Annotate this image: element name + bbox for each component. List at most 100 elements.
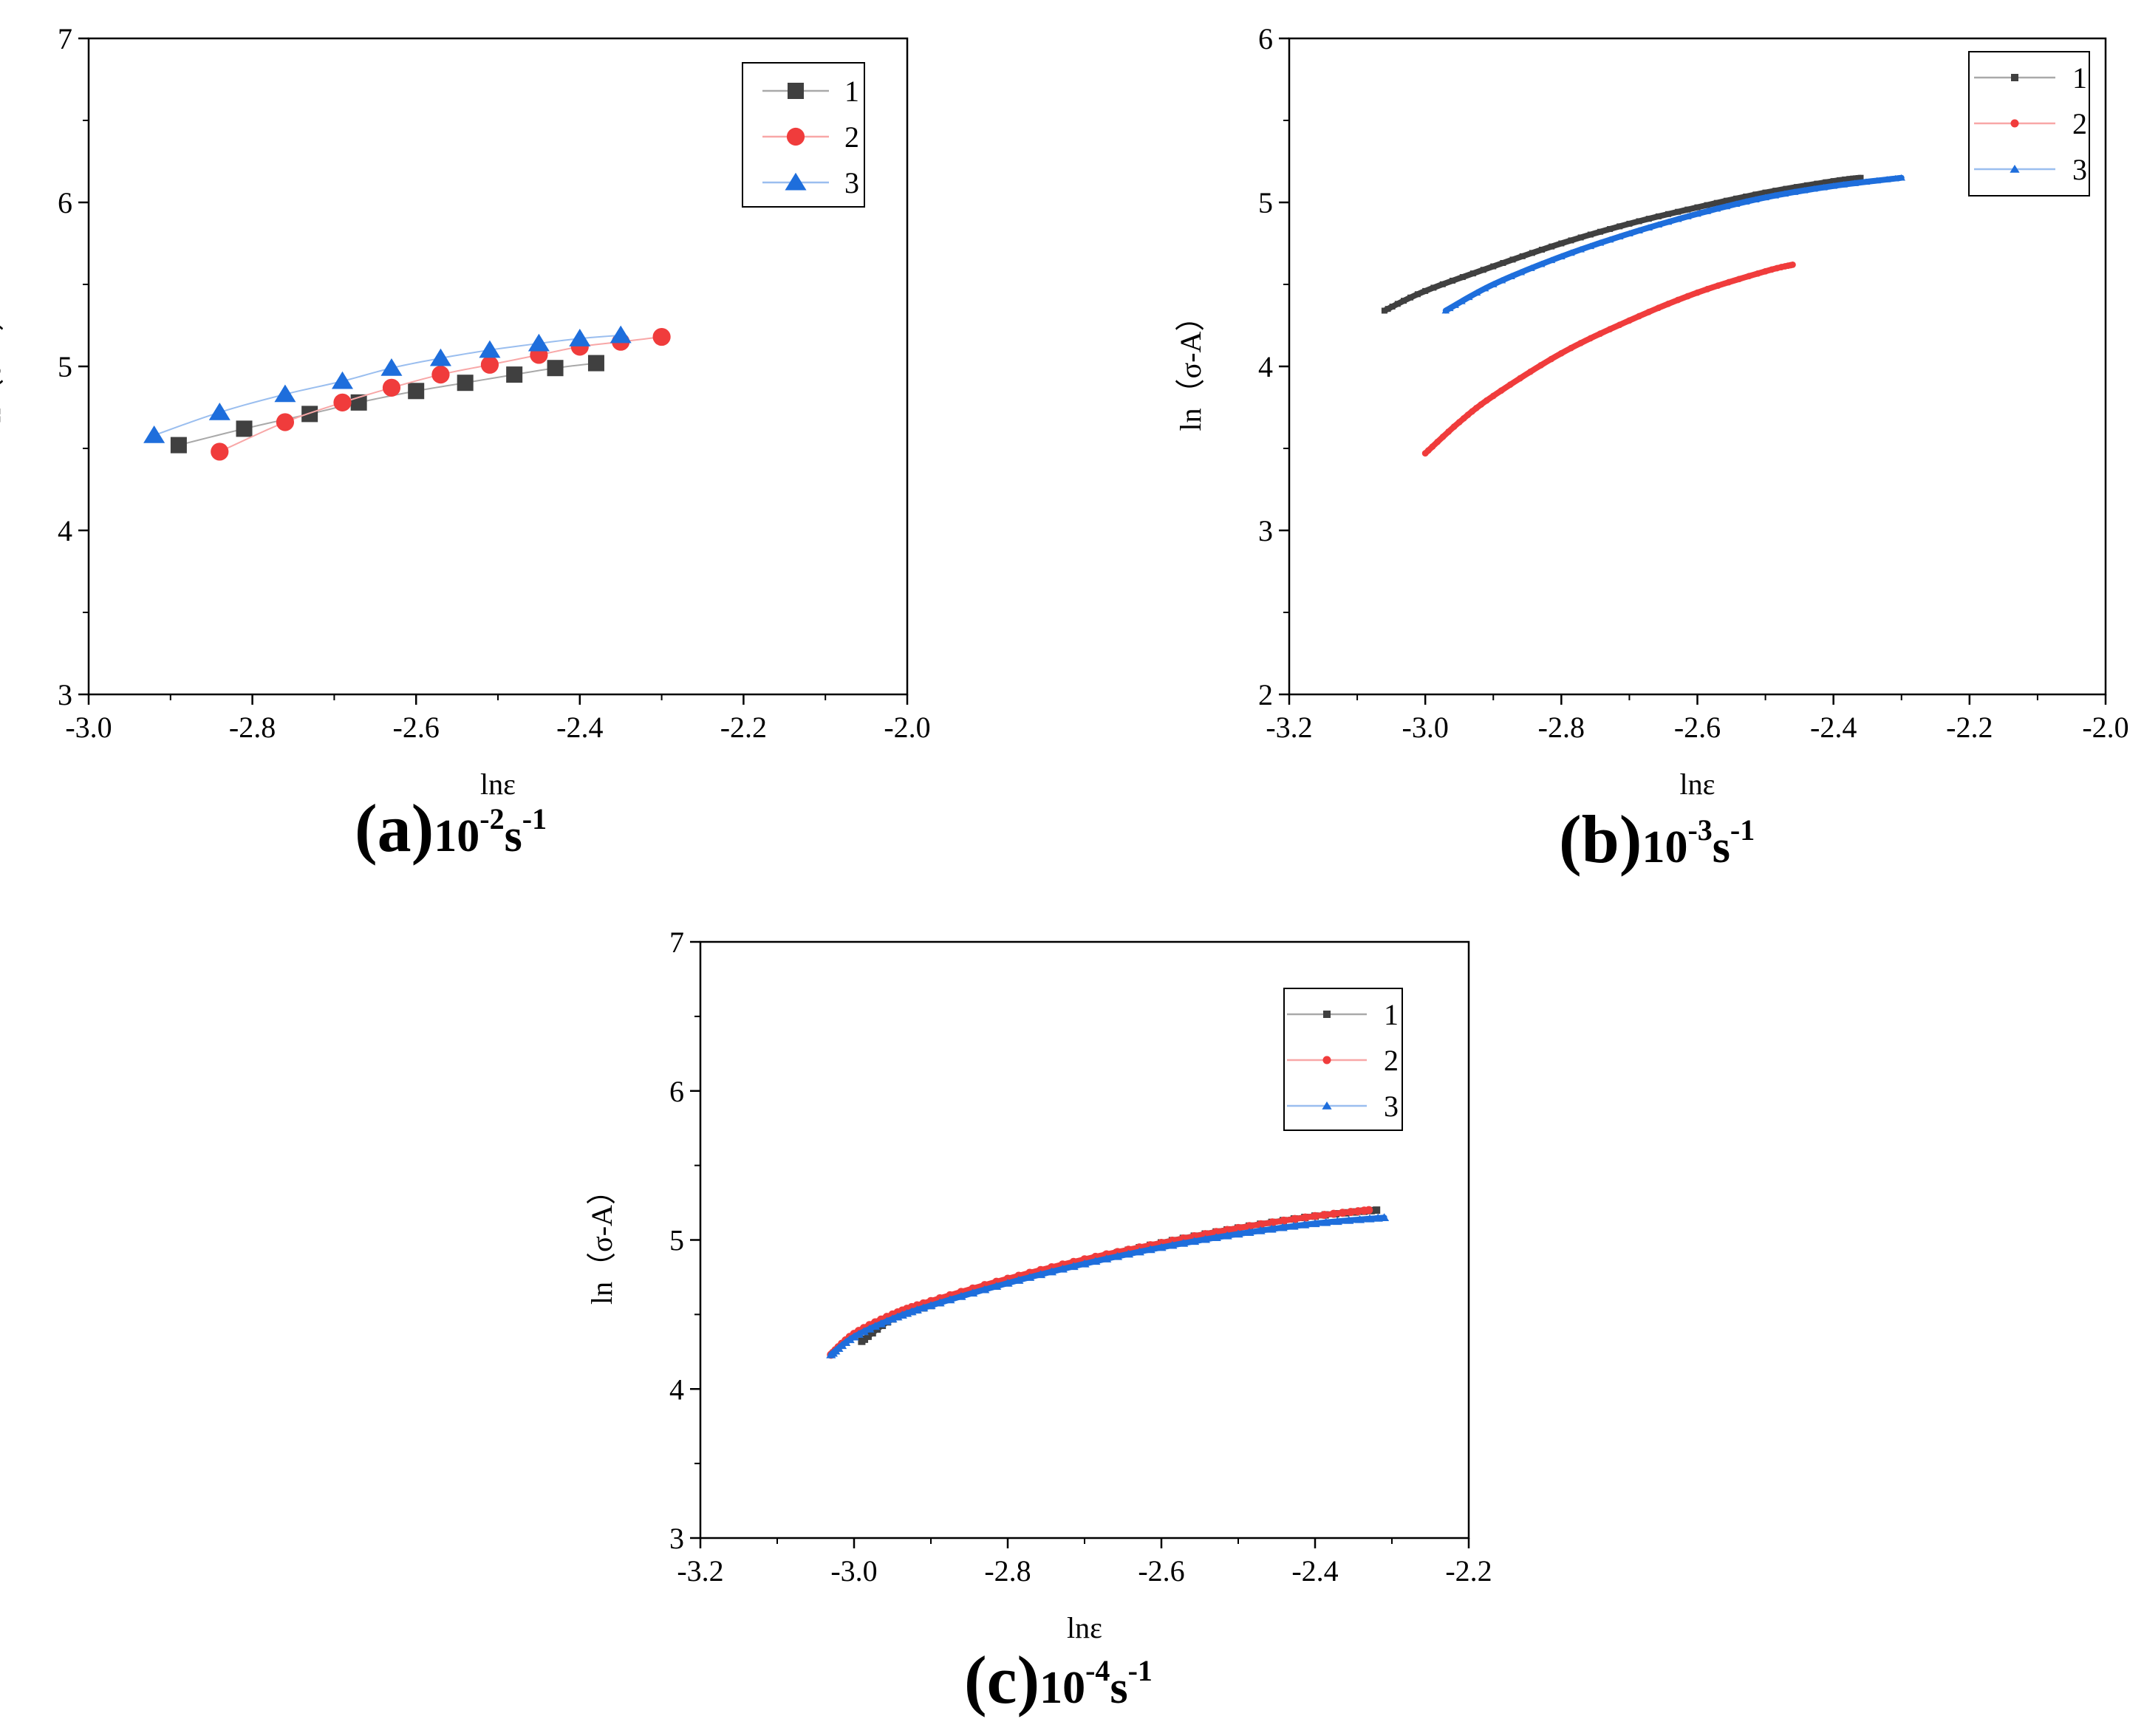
chart-b: -3.2 -3.0 -2.8 -2.6 -2.4 -2.2 -2.0 2 3 4 5 6 lnε ln（σ… bbox=[1174, 22, 2129, 801]
chart-c-series-2-point bbox=[1268, 1218, 1277, 1227]
chart-c-series-2-point bbox=[1223, 1226, 1232, 1234]
chart-b-series-1-point bbox=[1655, 213, 1662, 219]
chart-b-series-2-point bbox=[1455, 419, 1463, 426]
chart-b-series-3-point bbox=[1673, 215, 1682, 222]
chart-b-series-3-point bbox=[1810, 185, 1818, 192]
chart-b-series-2-point bbox=[1506, 381, 1514, 389]
chart-b-series-2-point bbox=[1645, 308, 1653, 315]
chart-a-legend-label-3: 3 bbox=[844, 166, 859, 199]
chart-b-series-1-point bbox=[1381, 307, 1387, 314]
chart-c-series-2-point bbox=[1257, 1220, 1266, 1228]
chart-c-series-2-point bbox=[1212, 1228, 1220, 1237]
chart-c-series-3-point bbox=[1003, 1279, 1013, 1287]
chart-b-series-3-point bbox=[1635, 227, 1643, 233]
chart-b-series-1-point bbox=[1430, 284, 1437, 291]
caption-a-label: (a) bbox=[355, 790, 434, 866]
chart-a-series-3-point bbox=[528, 333, 550, 352]
chart-b-series-1-point bbox=[1743, 194, 1749, 200]
chart-c-series-3-point bbox=[1178, 1238, 1189, 1247]
caption-c: (c)10-4s-1 bbox=[964, 1646, 1153, 1714]
chart-c-series-1-point bbox=[868, 1329, 876, 1337]
chart-b-xlabel: lnε bbox=[1680, 768, 1715, 801]
chart-c-series-3-point bbox=[1035, 1270, 1046, 1279]
chart-b-xtick-label: -2.2 bbox=[1946, 711, 1993, 744]
chart-b-series-3-point bbox=[1882, 176, 1891, 182]
chart-b-series-2-point bbox=[1725, 278, 1732, 286]
chart-b-series-1-point bbox=[1549, 243, 1555, 250]
chart-a-series-3-point bbox=[479, 340, 501, 358]
chart-b-series-3-point bbox=[1458, 298, 1466, 304]
chart-b-series-1-point bbox=[1450, 277, 1456, 284]
chart-b-series-1-point bbox=[1752, 191, 1759, 198]
chart-b-series-3-point bbox=[1557, 253, 1566, 260]
chart-b-series-3-point bbox=[1465, 293, 1473, 301]
chart-b-series-3-point bbox=[1489, 281, 1498, 287]
chart-c-xtick-label: -2.6 bbox=[1138, 1554, 1184, 1588]
chart-b-series-3-point bbox=[1722, 202, 1731, 210]
chart-b-series-1-point bbox=[1439, 281, 1446, 287]
chart-b-series-3-point bbox=[1790, 188, 1799, 195]
chart-c-series-3 bbox=[826, 1213, 1390, 1359]
chart-a-legend: 1 2 3 bbox=[742, 62, 865, 208]
chart-b-series-2-point bbox=[1577, 339, 1585, 346]
chart-a-xtick-label: -2.6 bbox=[393, 711, 440, 744]
chart-b-series-3-point bbox=[1840, 181, 1848, 188]
chart-b-series-1-point bbox=[1407, 294, 1414, 301]
chart-b-series-3-point bbox=[1645, 224, 1653, 230]
chart-b-series-3-point bbox=[1703, 208, 1711, 214]
chart-b-series-2-point bbox=[1424, 447, 1432, 454]
chart-b-series-1-point bbox=[1783, 185, 1789, 192]
chart-b-series-1-point bbox=[1597, 228, 1603, 235]
chart-b-legend-marker-1 bbox=[2011, 74, 2018, 81]
chart-b-series-3-point bbox=[1625, 230, 1633, 237]
chart-c-series-3-point bbox=[968, 1288, 978, 1297]
chart-b-series-3-point bbox=[1446, 304, 1454, 312]
chart-b-series-3-point bbox=[1615, 233, 1624, 240]
chart-c-series-3-point bbox=[945, 1295, 955, 1304]
chart-b-series-3-point bbox=[1752, 196, 1760, 202]
chart-c-series-3-point bbox=[849, 1332, 859, 1341]
chart-b-ytick-label: 6 bbox=[1258, 22, 1273, 55]
chart-b-series-3-point bbox=[1800, 186, 1809, 194]
chart-b-series-3-point bbox=[1771, 191, 1780, 199]
chart-c-series-3-point bbox=[1102, 1254, 1112, 1262]
chart-c-ytick-label: 6 bbox=[669, 1075, 684, 1108]
chart-c-series-3-point bbox=[1211, 1233, 1221, 1242]
chart-a-series-1-point bbox=[457, 375, 474, 392]
chart-b-series-3-point bbox=[1862, 178, 1871, 185]
chart-c-series-3-point bbox=[1079, 1259, 1090, 1268]
chart-c-xlabel: lnε bbox=[1067, 1611, 1102, 1644]
caption-c-exp1: -4 bbox=[1085, 1654, 1110, 1687]
chart-b-series-2-point bbox=[1704, 285, 1711, 293]
chart-b-xtick-label: -2.8 bbox=[1538, 711, 1585, 744]
chart-b-series-1-point bbox=[1793, 184, 1800, 191]
chart-b-series-1-point bbox=[1394, 301, 1401, 307]
chart-a-ytick-label: 5 bbox=[58, 350, 72, 383]
caption-b-exp2: -1 bbox=[1730, 813, 1755, 847]
chart-b-series-3-point bbox=[1829, 182, 1837, 189]
chart-a-series-3-point bbox=[610, 325, 632, 344]
chart-a-series-3-point bbox=[569, 329, 591, 346]
chart-c-series-3-point bbox=[1167, 1240, 1178, 1249]
chart-b-series-1-point bbox=[1529, 250, 1535, 256]
chart-a-series-1-point bbox=[408, 383, 425, 400]
chart-b-series-1-point bbox=[1480, 267, 1486, 273]
chart-b-xtick-label: -2.6 bbox=[1674, 711, 1721, 744]
chart-c-series-3-point bbox=[918, 1303, 929, 1312]
chart-b-series-1-point bbox=[1823, 179, 1829, 185]
chart-b-series-2-point bbox=[1636, 312, 1642, 320]
chart-b-legend-label-2: 2 bbox=[2072, 107, 2087, 140]
chart-b-series-1-point bbox=[1577, 234, 1584, 241]
chart-b-series-1-point bbox=[1846, 176, 1853, 182]
chart-b-series-1-point bbox=[1814, 180, 1820, 187]
chart-b-ylabel: ln（σ-A） bbox=[1174, 302, 1207, 431]
chart-c-legend: 1 2 3 bbox=[1283, 988, 1403, 1131]
chart-c-series-2-point bbox=[1291, 1214, 1300, 1223]
chart-c-series-1-point bbox=[864, 1332, 872, 1340]
chart-c-series-3-point bbox=[956, 1291, 966, 1300]
chart-c-series-1-line bbox=[858, 1207, 1380, 1344]
chart-b-series-3-point bbox=[1732, 200, 1741, 207]
chart-b-series-1-point bbox=[1665, 211, 1672, 217]
chart-a-series-2 bbox=[211, 327, 671, 461]
chart-a-series-3-line bbox=[154, 334, 621, 437]
